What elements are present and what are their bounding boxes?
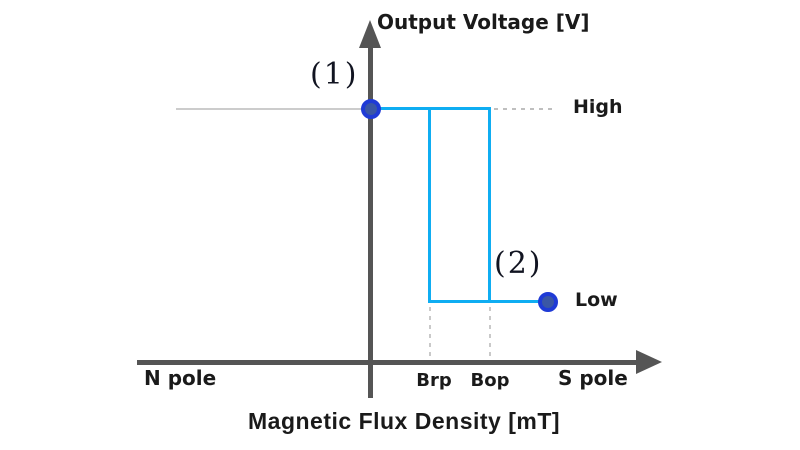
n-pole-label: N pole bbox=[144, 366, 217, 390]
point-1-marker-label: (1) bbox=[310, 57, 359, 92]
brp-tick-label: Brp bbox=[416, 370, 452, 391]
x-axis-title: Magnetic Flux Density [mT] bbox=[248, 408, 561, 434]
bop-dotted-guide bbox=[489, 307, 491, 359]
x-axis-line bbox=[137, 360, 638, 365]
curve-bop-transition bbox=[488, 107, 491, 303]
y-axis-line bbox=[368, 44, 373, 398]
curve-low-segment bbox=[430, 300, 548, 303]
y-axis-arrow-icon bbox=[359, 20, 381, 48]
state-dot-low bbox=[538, 292, 558, 312]
y-axis-title: Output Voltage [V] bbox=[377, 10, 590, 34]
high-level-guide-line-left bbox=[176, 108, 368, 110]
point-2-marker-label: (2) bbox=[494, 246, 543, 281]
x-axis-arrow-icon bbox=[636, 350, 662, 374]
high-level-label: High bbox=[573, 96, 623, 118]
low-level-label: Low bbox=[575, 289, 618, 311]
brp-dotted-guide bbox=[429, 307, 431, 359]
state-dot-high bbox=[361, 99, 381, 119]
bop-tick-label: Bop bbox=[470, 370, 510, 391]
curve-brp-transition bbox=[428, 107, 431, 303]
high-level-dotted-guide bbox=[494, 108, 556, 110]
s-pole-label: S pole bbox=[558, 366, 628, 390]
